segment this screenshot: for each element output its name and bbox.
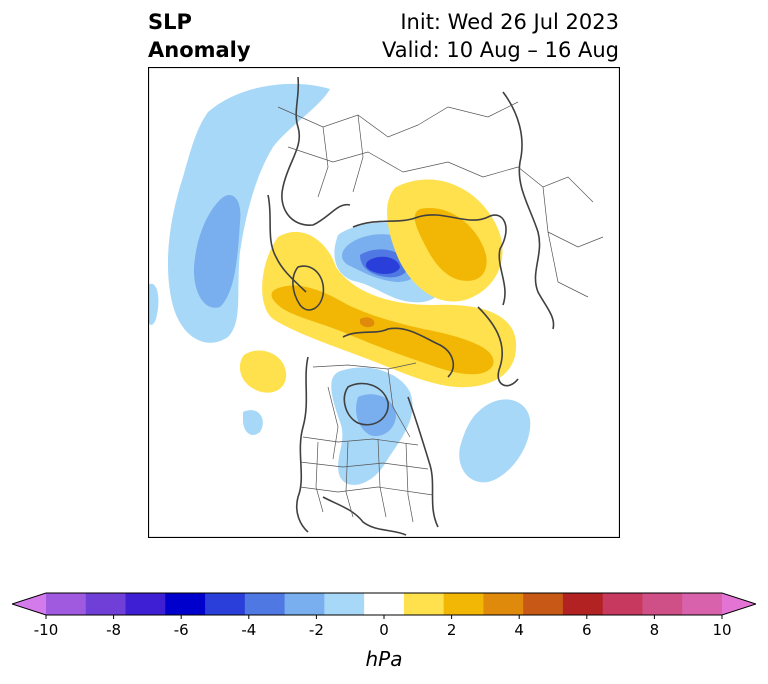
colorbar-tick-label: 10 [712, 621, 731, 639]
colorbar-segment [205, 593, 246, 615]
coast-mexico [322, 496, 407, 536]
title-init-date: Init: Wed 26 Jul 2023 [400, 10, 619, 34]
rockies-low [243, 410, 263, 436]
colorbar-segment [562, 593, 604, 615]
coast-asia-east [502, 91, 555, 330]
title-variable: SLP [148, 10, 192, 34]
colorbar-tick-label: -8 [106, 621, 121, 639]
colorbar-segment [85, 593, 127, 615]
boundary-us-3 [299, 486, 434, 496]
boundary-canada-3 [387, 368, 411, 438]
colorbar-tick-label: 2 [447, 621, 457, 639]
colorbar-segment [483, 593, 524, 615]
colorbar-segment [642, 593, 683, 615]
coast-alaska [477, 306, 519, 387]
colorbar-tick-label: -6 [174, 621, 189, 639]
boundary-asia-1 [517, 166, 594, 203]
siberian-high-core [414, 208, 487, 281]
colorbar-segment [284, 593, 325, 615]
arctic-ridge-orange [360, 317, 375, 328]
colorbar-tick-label: 4 [514, 621, 524, 639]
colorbar-segment [682, 593, 723, 615]
political-boundaries [277, 101, 604, 523]
map-frame [148, 67, 620, 538]
colorbar-segment [523, 593, 564, 615]
coast-greenland [292, 265, 325, 311]
colorbar-tick-label: -4 [241, 621, 256, 639]
arctic-low-core [366, 256, 400, 275]
coast-europe [267, 194, 307, 293]
boundary-asia-2 [542, 186, 604, 248]
boundary-us-4 [315, 441, 324, 513]
alaska-high [239, 350, 287, 393]
colorbar: -10 -8 -6 -4 -2 0 2 4 6 8 10 hPa [12, 592, 756, 671]
boundary-us-6 [377, 438, 387, 518]
colorbar-tick-label: 8 [650, 621, 660, 639]
boundary-asia-3 [547, 231, 589, 298]
colorbar-ticks: -10 -8 -6 -4 -2 0 2 4 6 8 10 [34, 615, 732, 639]
colorbar-segment [443, 593, 484, 615]
boundary-us-2 [299, 461, 429, 470]
slp-anomaly-map [148, 67, 620, 538]
colorbar-tick-label: 0 [379, 621, 389, 639]
colorbar-segment [403, 593, 445, 615]
pacific-low-core [193, 194, 241, 308]
colorbar-segments [12, 592, 756, 616]
coast-north-america-west [407, 396, 439, 528]
coastlines [267, 76, 555, 536]
colorbar-tick-label: -2 [309, 621, 324, 639]
colorbar-tick-label: -10 [34, 621, 59, 639]
coast-hudson-bay [343, 382, 389, 426]
atlantic-low [459, 399, 531, 483]
coast-canada-arctic [342, 327, 455, 378]
colorbar-unit-label: hPa [366, 647, 403, 671]
boundary-europe-4 [352, 114, 364, 193]
colorbar-segment [602, 593, 643, 615]
colorbar-segment [125, 593, 166, 615]
boundary-canada-2 [327, 386, 339, 460]
title-field: Anomaly [148, 38, 251, 62]
colorbar-extend-min [12, 593, 46, 615]
boundary-russia-2 [402, 161, 519, 178]
map-title-left: SLP Anomaly [148, 8, 251, 64]
boundary-us-7 [405, 442, 414, 523]
coast-north-america-east [295, 356, 309, 533]
west-edge-low [148, 283, 159, 325]
boundary-europe-3 [317, 126, 329, 198]
colorbar-tick-label: 6 [582, 621, 592, 639]
colorbar-segment [244, 593, 286, 615]
colorbar-segment [364, 593, 405, 615]
coast-russia-north [352, 214, 507, 306]
colorbar-segment [46, 593, 87, 615]
colorbar-segment [165, 593, 206, 615]
title-valid-range: Valid: 10 Aug – 16 Aug [381, 38, 619, 62]
map-title-right: Init: Wed 26 Jul 2023 Valid: 10 Aug – 16… [382, 8, 619, 64]
boundary-russia-1 [417, 101, 519, 126]
boundary-europe-2 [287, 146, 404, 173]
coast-scandinavia [281, 76, 351, 226]
colorbar-extend-max [722, 593, 756, 615]
arctic-ridge-core [271, 285, 494, 375]
boundary-us-1 [302, 436, 419, 446]
boundary-us-5 [345, 441, 354, 518]
boundary-canada-1 [312, 362, 417, 370]
anomaly-shading [148, 83, 531, 485]
canada-low-core [356, 394, 396, 437]
colorbar-segment [324, 593, 365, 615]
